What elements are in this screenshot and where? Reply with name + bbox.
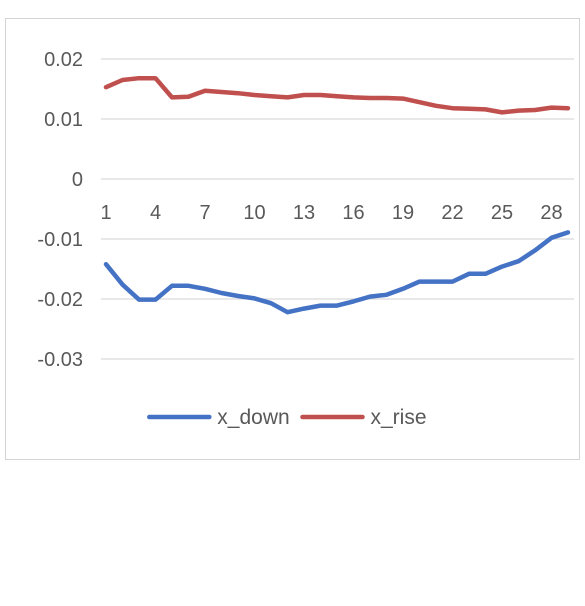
x-tick-label: 25 [491,202,513,224]
x-tick-label: 1 [100,202,111,224]
y-tick-label: -0.02 [37,289,83,311]
line-chart: 0.02 0.01 0 -0.01 -0.02 -0.03 1 4 7 10 13 16 19 22 25… [37,49,574,429]
y-axis-labels: 0.02 0.01 0 -0.01 -0.02 -0.03 [37,49,83,371]
x-tick-label: 19 [392,202,414,224]
legend-item-x-rise: x_rise [300,406,427,429]
y-tick-label: 0.01 [44,109,83,131]
legend-label: x_down [217,406,289,429]
legend-item-x-down: x_down [147,406,290,429]
x-tick-label: 13 [293,202,315,224]
x-tick-label: 28 [540,202,562,224]
legend: x_down x_rise [147,406,427,429]
series-lines [103,75,571,315]
series-line-x-down [103,230,571,315]
x-tick-label: 22 [441,202,463,224]
legend-label: x_rise [371,406,427,429]
gridlines [101,58,574,360]
x-tick-label: 10 [243,202,265,224]
x-tick-label: 7 [199,202,210,224]
y-tick-label: 0.02 [44,49,83,71]
series-line-x-rise [103,75,571,115]
y-tick-label: -0.01 [37,229,83,251]
y-tick-label: 0 [72,169,83,191]
chart-frame: 0.02 0.01 0 -0.01 -0.02 -0.03 1 4 7 10 13 16 19 22 25… [5,18,580,460]
y-tick-label: -0.03 [37,349,83,371]
x-tick-label: 16 [342,202,364,224]
x-tick-label: 4 [150,202,161,224]
x-axis-labels: 1 4 7 10 13 16 19 22 25 28 [100,202,562,224]
